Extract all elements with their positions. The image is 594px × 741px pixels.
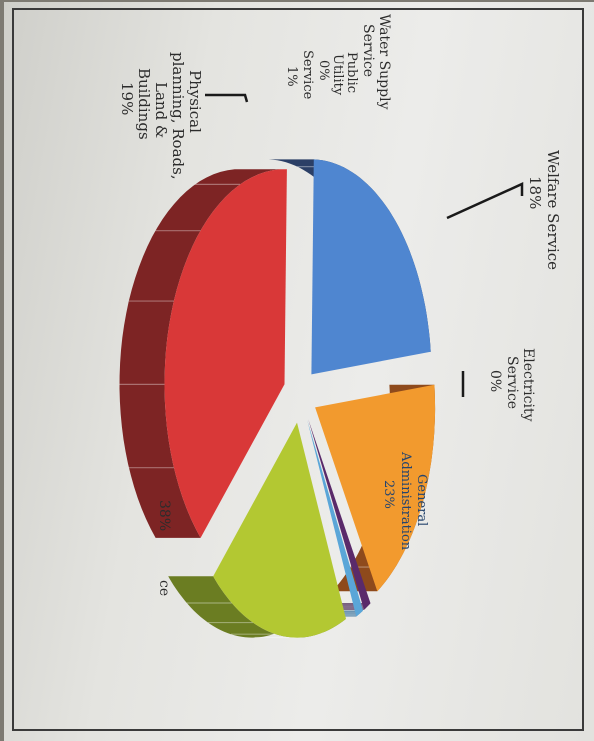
welfare-leader-line — [446, 182, 524, 220]
public-utility-label: Public Utility 0% Service 1% — [284, 50, 359, 100]
general-admin-label: General Administration 23% — [381, 451, 429, 551]
physical-label-line4: Buildings — [135, 68, 153, 140]
pie-slice-2 — [315, 384, 436, 592]
physical-label: Physical planning, Roads, Land & Buildin… — [118, 52, 204, 180]
red-slice-fragment: ce — [156, 580, 172, 596]
data-labels: Welfare Service 18% Electricity Service … — [118, 14, 562, 596]
water-supply-label-line2: Service — [360, 24, 376, 77]
chart-frame — [12, 8, 584, 731]
leader-lines — [205, 93, 524, 397]
pie-slice-5 — [213, 422, 346, 638]
public-utility-label-line1: Public — [344, 52, 359, 93]
water-supply-label-line1: Water Supply — [376, 14, 392, 110]
electricity-label-line2: Service — [504, 356, 520, 409]
pie-slice-3 — [308, 419, 371, 610]
water-supply-label: Water Supply Service — [360, 14, 392, 110]
red-slice-percent: 38% — [156, 500, 172, 531]
pie-slice-4 — [307, 420, 363, 617]
public-utility-label-line4: Service — [300, 50, 315, 100]
physical-label-line3: Land & — [152, 82, 170, 138]
red-slice-label: 38% — [156, 500, 172, 531]
red-slice-fragment-label: ce — [156, 580, 172, 596]
physical-label-line2: planning, Roads, — [169, 52, 187, 180]
public-utility-label-percent: 1% — [284, 66, 299, 87]
general-admin-label-line1: General — [414, 474, 429, 526]
general-admin-label-percent: 23% — [381, 480, 396, 509]
physical-label-line1: Physical — [186, 70, 204, 133]
welfare-label: Welfare Service 18% — [526, 150, 562, 270]
welfare-label-name: Welfare Service — [544, 150, 562, 270]
general-admin-label-line2: Administration — [398, 451, 413, 551]
public-utility-label-line2: Utility — [330, 54, 345, 96]
electricity-label-percent: 0% — [487, 370, 503, 392]
pie-slices — [119, 159, 436, 639]
physical-label-percent: 19% — [118, 82, 136, 115]
pie-slice-0 — [311, 159, 431, 375]
physical-leader-line — [205, 93, 249, 103]
pie-slice-6 — [164, 169, 287, 538]
electricity-label: Electricity Service 0% — [487, 348, 536, 422]
electricity-label-line1: Electricity — [520, 348, 536, 422]
pie-slice-side-6 — [119, 169, 287, 538]
welfare-label-percent: 18% — [526, 176, 544, 209]
public-utility-label-line3: 0% — [316, 60, 331, 81]
